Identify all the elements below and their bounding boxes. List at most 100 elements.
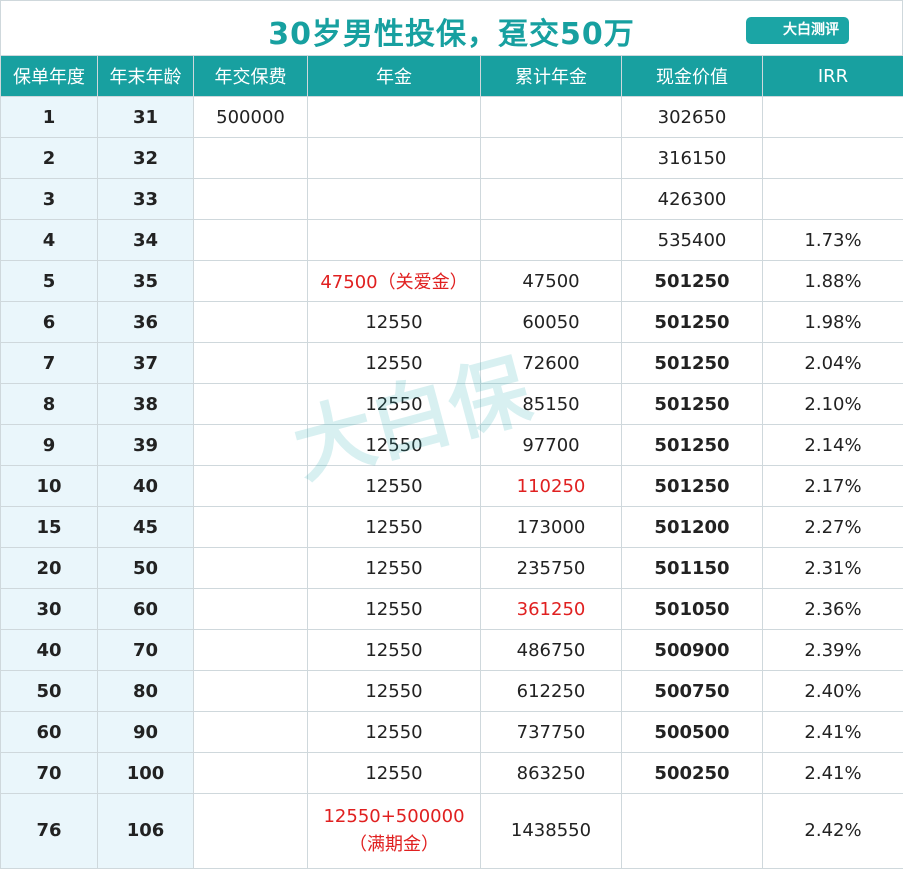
cell <box>193 178 308 220</box>
cell: 45 <box>97 506 194 548</box>
cell: 612250 <box>480 670 622 712</box>
column-header: 保单年度 <box>0 55 98 97</box>
cell <box>193 547 308 589</box>
column-header: 年交保费 <box>193 55 308 97</box>
cell: 1.88% <box>762 260 903 302</box>
cell <box>193 506 308 548</box>
cell: 60 <box>97 588 194 630</box>
cell: 2.39% <box>762 629 903 671</box>
cell: 500900 <box>621 629 763 671</box>
cell <box>193 629 308 671</box>
cell: 501250 <box>621 342 763 384</box>
cell: 5 <box>0 260 98 302</box>
cell <box>480 96 622 138</box>
cell: 47500 <box>480 260 622 302</box>
cell: 32 <box>97 137 194 179</box>
cell: 500250 <box>621 752 763 794</box>
row: 5 35 47500（关爱金） 47500 501250 1.88% <box>0 260 903 302</box>
row: 6 36 12550 60050 501250 1.98% <box>0 301 903 343</box>
cell: 1.98% <box>762 301 903 343</box>
cell: 7 <box>0 342 98 384</box>
cell: 302650 <box>621 96 763 138</box>
cell <box>193 260 308 302</box>
cell: 2.41% <box>762 711 903 753</box>
cell: 12550 <box>307 752 481 794</box>
cell: 9 <box>0 424 98 466</box>
cell: 72600 <box>480 342 622 384</box>
row: 15 45 12550 173000 501200 2.27% <box>0 506 903 548</box>
row: 30 60 12550 361250 501050 2.36% <box>0 588 903 630</box>
cell: 1438550 <box>480 793 622 869</box>
cell <box>193 301 308 343</box>
row: 60 90 12550 737750 500500 2.41% <box>0 711 903 753</box>
cell: 501250 <box>621 301 763 343</box>
cell: 2.10% <box>762 383 903 425</box>
cell: 12550 <box>307 670 481 712</box>
row: 50 80 12550 612250 500750 2.40% <box>0 670 903 712</box>
cell: 500000 <box>193 96 308 138</box>
cell: 863250 <box>480 752 622 794</box>
cell <box>762 96 903 138</box>
cell: 2.31% <box>762 547 903 589</box>
cell: 501250 <box>621 424 763 466</box>
row: 3 33 426300 <box>0 178 903 220</box>
cell <box>480 137 622 179</box>
cell: 12550 <box>307 711 481 753</box>
cell: 80 <box>97 670 194 712</box>
cell: 76 <box>0 793 98 869</box>
row: 76 106 12550+500000 （满期金） 1438550 2.42% <box>0 793 903 869</box>
cell: 106 <box>97 793 194 869</box>
cell: 8 <box>0 383 98 425</box>
cell: 39 <box>97 424 194 466</box>
cell: 97700 <box>480 424 622 466</box>
cell <box>621 793 763 869</box>
cell: 50 <box>97 547 194 589</box>
cell: 100 <box>97 752 194 794</box>
cell: 110250 <box>480 465 622 507</box>
title-bar: 30岁男性投保，趸交50万 大白测评 <box>0 0 903 55</box>
cell: 426300 <box>621 178 763 220</box>
cell: 35 <box>97 260 194 302</box>
cell: 30 <box>0 588 98 630</box>
cell: 2.40% <box>762 670 903 712</box>
cell: 2.42% <box>762 793 903 869</box>
cell <box>307 219 481 261</box>
cell <box>193 137 308 179</box>
cell: 316150 <box>621 137 763 179</box>
cell: 40 <box>0 629 98 671</box>
cell: 85150 <box>480 383 622 425</box>
cell: 1 <box>0 96 98 138</box>
title: 30岁男性投保，趸交50万 <box>268 17 635 52</box>
cell: 34 <box>97 219 194 261</box>
cell: 501250 <box>621 383 763 425</box>
cell: 70 <box>0 752 98 794</box>
cell <box>193 219 308 261</box>
cell <box>193 424 308 466</box>
cell: 6 <box>0 301 98 343</box>
cell <box>762 137 903 179</box>
cell: 501150 <box>621 547 763 589</box>
cell: 60050 <box>480 301 622 343</box>
cell: 12550 <box>307 588 481 630</box>
cell: 31 <box>97 96 194 138</box>
cell: 500750 <box>621 670 763 712</box>
header-row: 保单年度 年末年龄 年交保费 年金 累计年金 现金价值 IRR <box>0 55 903 97</box>
cell: 2.41% <box>762 752 903 794</box>
cell: 12550 <box>307 342 481 384</box>
column-header: IRR <box>762 55 903 97</box>
cell: 2.27% <box>762 506 903 548</box>
cell: 15 <box>0 506 98 548</box>
cell <box>193 383 308 425</box>
cell <box>307 137 481 179</box>
cell: 501250 <box>621 260 763 302</box>
cell: 10 <box>0 465 98 507</box>
cell <box>480 178 622 220</box>
row: 40 70 12550 486750 500900 2.39% <box>0 629 903 671</box>
cell: 1.73% <box>762 219 903 261</box>
row: 7 37 12550 72600 501250 2.04% <box>0 342 903 384</box>
cell <box>193 588 308 630</box>
cell <box>480 219 622 261</box>
logo: 大白测评 <box>746 17 849 44</box>
cell <box>762 178 903 220</box>
